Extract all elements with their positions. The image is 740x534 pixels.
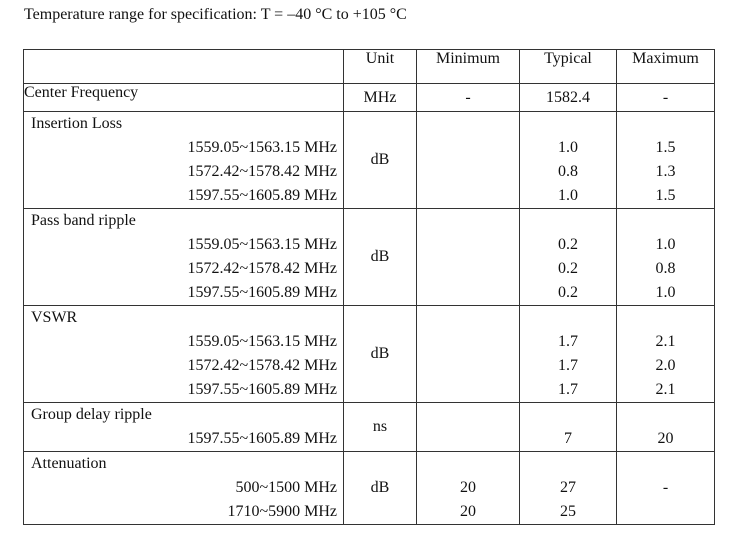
insertion-loss-range-2: 1572.42~1578.42 MHz <box>187 163 337 180</box>
center-frequency-maximum: - <box>616 83 715 112</box>
vswr-maximum-1: 2.1 <box>655 333 676 350</box>
vswr-unit: dB <box>343 305 417 403</box>
header-maximum: Maximum <box>616 49 715 84</box>
vswr-typical: 1.7 1.7 1.7 <box>519 305 617 403</box>
attenuation-typical-2: 25 <box>560 503 576 520</box>
center-frequency-typical: 1582.4 <box>519 83 617 112</box>
attenuation-maximum-cell: - <box>616 451 715 525</box>
pass-band-ripple-typical-3: 0.2 <box>558 284 578 301</box>
group-delay-ripple-range-1: 1597.55~1605.89 MHz <box>187 430 337 447</box>
temperature-range-caption: Temperature range for specification: T =… <box>24 6 407 23</box>
attenuation-minimum-1: 20 <box>460 479 476 496</box>
group-delay-ripple-maximum-1: 20 <box>657 430 674 447</box>
pass-band-ripple-maximum-3: 1.0 <box>655 284 676 301</box>
attenuation-parameter: Attenuation 500~1500 MHz 1710~5900 MHz <box>23 451 344 525</box>
specification-table: Unit Minimum Typical Maximum Center Freq… <box>23 49 715 525</box>
header-parameter <box>23 49 344 84</box>
group-delay-ripple-parameter: Group delay ripple 1597.55~1605.89 MHz <box>23 402 344 452</box>
attenuation-minimum: 20 20 <box>416 451 520 525</box>
pass-band-ripple-label: Pass band ripple <box>31 212 136 229</box>
insertion-loss-typical: 1.0 0.8 1.0 <box>519 111 617 209</box>
header-minimum: Minimum <box>416 49 520 84</box>
attenuation-label: Attenuation <box>31 455 107 472</box>
insertion-loss-parameter: Insertion Loss 1559.05~1563.15 MHz 1572.… <box>23 111 344 209</box>
insertion-loss-maximum-3: 1.5 <box>655 187 676 204</box>
pass-band-ripple-typical: 0.2 0.2 0.2 <box>519 208 617 306</box>
pass-band-ripple-parameter: Pass band ripple 1559.05~1563.15 MHz 157… <box>23 208 344 306</box>
insertion-loss-typical-3: 1.0 <box>558 187 578 204</box>
pass-band-ripple-range-1: 1559.05~1563.15 MHz <box>187 236 337 253</box>
pass-band-ripple-typical-1: 0.2 <box>558 236 578 253</box>
attenuation-typical: 27 25 <box>519 451 617 525</box>
pass-band-ripple-range-2: 1572.42~1578.42 MHz <box>187 260 337 277</box>
insertion-loss-range-3: 1597.55~1605.89 MHz <box>187 187 337 204</box>
attenuation-unit-cell: dB <box>343 451 417 525</box>
group-delay-ripple-minimum <box>416 402 520 452</box>
vswr-range-1: 1559.05~1563.15 MHz <box>187 333 337 350</box>
vswr-maximum: 2.1 2.0 2.1 <box>616 305 715 403</box>
group-delay-ripple-typical: 7 <box>519 402 617 452</box>
insertion-loss-minimum <box>416 111 520 209</box>
group-delay-ripple-typical-1: 7 <box>564 430 572 447</box>
pass-band-ripple-range-3: 1597.55~1605.89 MHz <box>187 284 337 301</box>
insertion-loss-typical-1: 1.0 <box>558 139 578 156</box>
center-frequency-minimum: - <box>416 83 520 112</box>
attenuation-range-2: 1710~5900 MHz <box>227 503 337 520</box>
vswr-range-3: 1597.55~1605.89 MHz <box>187 381 337 398</box>
vswr-parameter: VSWR 1559.05~1563.15 MHz 1572.42~1578.42… <box>23 305 344 403</box>
insertion-loss-maximum-2: 1.3 <box>655 163 676 180</box>
vswr-maximum-3: 2.1 <box>655 381 676 398</box>
group-delay-ripple-unit: ns <box>343 402 417 452</box>
pass-band-ripple-maximum-1: 1.0 <box>655 236 676 253</box>
center-frequency-unit: MHz <box>343 83 417 112</box>
pass-band-ripple-minimum <box>416 208 520 306</box>
attenuation-unit: dB <box>370 479 390 496</box>
attenuation-range-1: 500~1500 MHz <box>235 479 337 496</box>
header-unit: Unit <box>343 49 417 84</box>
pass-band-ripple-maximum-2: 0.8 <box>655 260 676 277</box>
center-frequency-label: Center Frequency <box>23 83 344 112</box>
insertion-loss-unit: dB <box>343 111 417 209</box>
insertion-loss-row: Insertion Loss 1559.05~1563.15 MHz 1572.… <box>23 111 715 209</box>
vswr-range-2: 1572.42~1578.42 MHz <box>187 357 337 374</box>
vswr-minimum <box>416 305 520 403</box>
insertion-loss-label: Insertion Loss <box>31 115 123 132</box>
header-row: Unit Minimum Typical Maximum <box>23 49 715 84</box>
attenuation-minimum-2: 20 <box>460 503 476 520</box>
attenuation-typical-1: 27 <box>560 479 576 496</box>
group-delay-ripple-row: Group delay ripple 1597.55~1605.89 MHz n… <box>23 402 715 452</box>
vswr-typical-3: 1.7 <box>558 381 578 398</box>
insertion-loss-typical-2: 0.8 <box>558 163 578 180</box>
insertion-loss-maximum: 1.5 1.3 1.5 <box>616 111 715 209</box>
pass-band-ripple-row: Pass band ripple 1559.05~1563.15 MHz 157… <box>23 208 715 306</box>
vswr-typical-1: 1.7 <box>558 333 578 350</box>
vswr-typical-2: 1.7 <box>558 357 578 374</box>
insertion-loss-range-1: 1559.05~1563.15 MHz <box>187 139 337 156</box>
group-delay-ripple-label: Group delay ripple <box>31 406 152 423</box>
attenuation-row: Attenuation 500~1500 MHz 1710~5900 MHz d… <box>23 451 715 525</box>
vswr-maximum-2: 2.0 <box>655 357 676 374</box>
group-delay-ripple-maximum: 20 <box>616 402 715 452</box>
vswr-row: VSWR 1559.05~1563.15 MHz 1572.42~1578.42… <box>23 305 715 403</box>
pass-band-ripple-unit: dB <box>343 208 417 306</box>
insertion-loss-maximum-1: 1.5 <box>655 139 676 156</box>
pass-band-ripple-typical-2: 0.2 <box>558 260 578 277</box>
center-frequency-row: Center Frequency MHz - 1582.4 - <box>23 83 715 112</box>
vswr-label: VSWR <box>31 309 78 326</box>
header-typical: Typical <box>519 49 617 84</box>
pass-band-ripple-maximum: 1.0 0.8 1.0 <box>616 208 715 306</box>
attenuation-maximum: - <box>662 479 669 496</box>
